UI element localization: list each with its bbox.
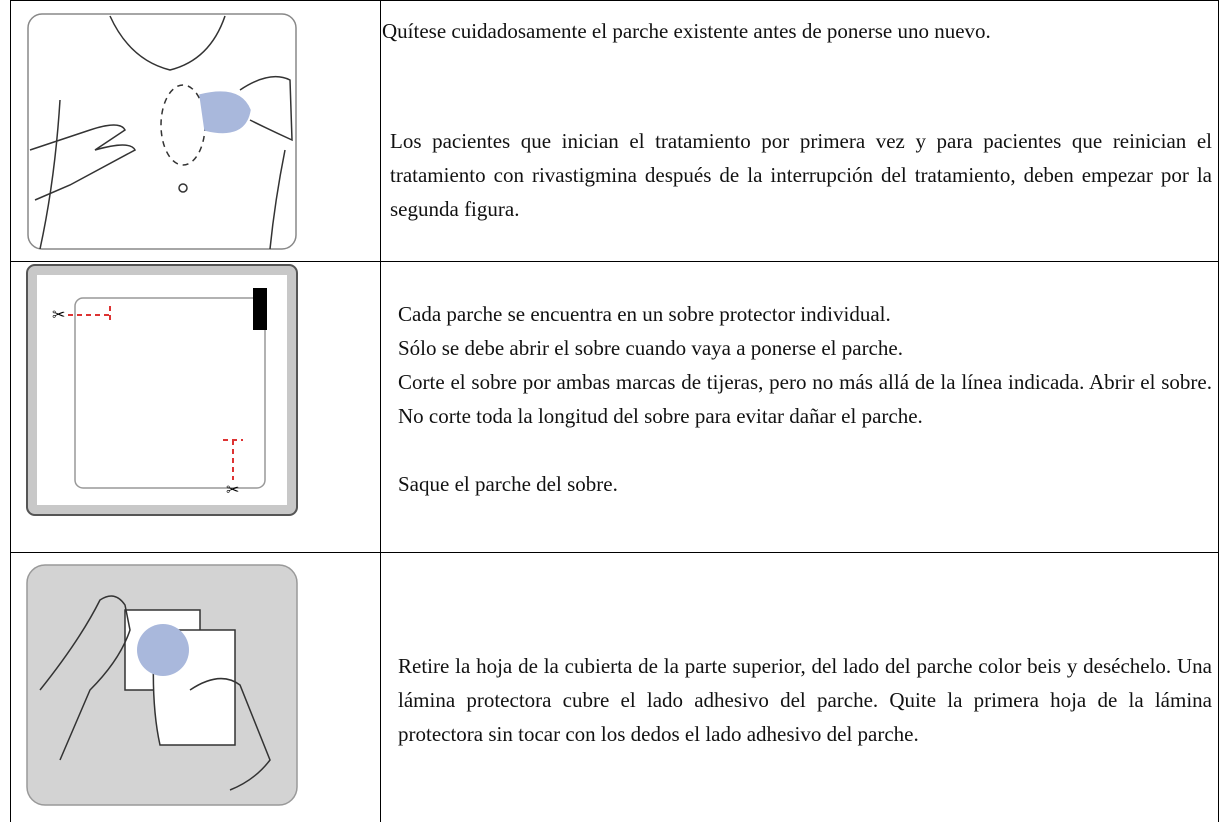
paragraph: Saque el parche del sobre. bbox=[398, 472, 618, 496]
table-border bbox=[10, 0, 1219, 1]
paragraph: Los pacientes que inician el tratamiento… bbox=[390, 129, 1212, 221]
paragraph: Quítese cuidadosamente el parche existen… bbox=[382, 19, 991, 43]
figure-envelope: ✂ ✂ bbox=[26, 264, 298, 516]
figure-peel-cover bbox=[26, 564, 298, 806]
table-border bbox=[10, 0, 11, 822]
table-border bbox=[380, 0, 381, 822]
paragraph: Sólo se debe abrir el sobre cuando vaya … bbox=[398, 336, 903, 360]
table-border bbox=[10, 261, 1219, 262]
figure-remove-patch bbox=[27, 13, 297, 250]
paragraph: Corte el sobre por ambas marcas de tijer… bbox=[398, 370, 1212, 428]
paragraph: Retire la hoja de la cubierta de la part… bbox=[398, 654, 1212, 746]
illustrations: ✂ ✂ bbox=[26, 13, 298, 806]
table-border bbox=[10, 552, 1219, 553]
svg-text:✂: ✂ bbox=[52, 307, 65, 324]
paragraph: Cada parche se encuentra en un sobre pro… bbox=[398, 302, 891, 326]
svg-text:✂: ✂ bbox=[226, 482, 239, 499]
